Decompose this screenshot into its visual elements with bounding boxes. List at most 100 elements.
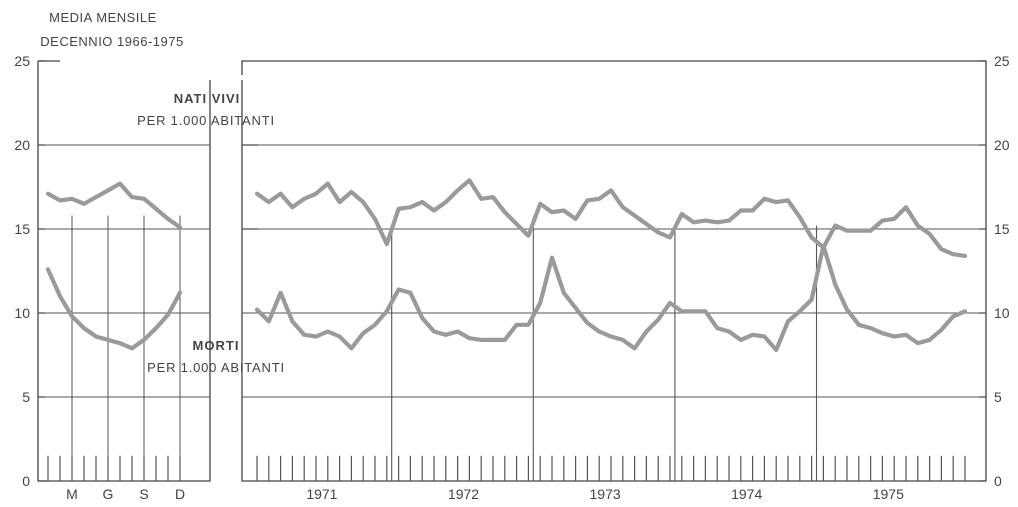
deaths-monthly-point (775, 349, 777, 351)
left-y-tick-label: 0 (22, 473, 30, 489)
monthly-series-panel: 0 5 10 15 20 25 1971 1972 1973 1974 1975 (241, 53, 1010, 502)
deaths-monthly-point (598, 330, 600, 332)
deaths-monthly-point (763, 336, 765, 338)
births-average-point (71, 198, 73, 200)
deaths-monthly-point (457, 330, 459, 332)
births-annotation-title: NATI VIVI (174, 91, 241, 106)
deaths-monthly-point (799, 310, 801, 312)
left-y-tick-label: 20 (14, 137, 30, 153)
deaths-monthly-point (881, 332, 883, 334)
births-monthly-point (374, 218, 376, 220)
deaths-monthly-point (657, 319, 659, 321)
deaths-monthly-point (752, 334, 754, 336)
births-monthly-point (586, 199, 588, 201)
births-average-point (167, 218, 169, 220)
births-monthly-point (763, 198, 765, 200)
deaths-monthly-point (622, 339, 624, 341)
deaths-monthly-point (693, 310, 695, 312)
births-monthly-point (881, 220, 883, 222)
deaths-monthly-point (256, 309, 258, 311)
births-monthly-point (516, 223, 518, 225)
deaths-average-point (71, 315, 73, 317)
deaths-monthly-point (740, 339, 742, 341)
deaths-monthly-point (787, 320, 789, 322)
monthly-average-panel: 0 5 10 15 20 25 M G S D (14, 53, 211, 502)
right-x-minor-ticks (256, 455, 966, 481)
births-monthly-point (952, 253, 954, 255)
deaths-monthly-point (952, 315, 954, 317)
deaths-monthly-point (870, 327, 872, 329)
births-monthly-point (905, 206, 907, 208)
deaths-annotation-subtitle: PER 1.000 ABITANTI (147, 360, 285, 375)
births-monthly-point (280, 193, 282, 195)
births-monthly-point (834, 225, 836, 227)
births-monthly-point (657, 231, 659, 233)
births-monthly-point (362, 201, 364, 203)
left-y-tick-label: 10 (14, 305, 30, 321)
panel-header-line-1: MEDIA MENSILE (49, 10, 157, 25)
births-monthly-point (268, 201, 270, 203)
year-label: 1972 (448, 486, 479, 502)
deaths-monthly-point (563, 292, 565, 294)
deaths-monthly-point (586, 322, 588, 324)
births-average-point (83, 203, 85, 205)
deaths-monthly-point (421, 317, 423, 319)
right-y-tick-label: 15 (994, 221, 1010, 237)
births-monthly-point (563, 210, 565, 212)
left-panel-gridlines (38, 144, 210, 456)
births-monthly-point (350, 191, 352, 193)
births-monthly-point (681, 213, 683, 215)
births-monthly-point (704, 220, 706, 222)
births-average-point (143, 198, 145, 200)
births-monthly-point (303, 198, 305, 200)
births-average-point (131, 196, 133, 198)
births-monthly-point (787, 199, 789, 201)
births-monthly-point (752, 210, 754, 212)
deaths-monthly-point (350, 347, 352, 349)
deaths-monthly-point (327, 330, 329, 332)
year-label: 1971 (306, 486, 337, 502)
left-x-tick-label: D (175, 486, 185, 502)
births-average-point (59, 199, 61, 201)
left-y-tick-label: 5 (22, 389, 30, 405)
births-monthly-point (858, 230, 860, 232)
left-y-tick-label: 25 (14, 53, 30, 69)
births-monthly-point (740, 210, 742, 212)
right-y-tick-label: 5 (994, 389, 1002, 405)
births-monthly-point (421, 201, 423, 203)
deaths-average-point (119, 342, 121, 344)
right-x-axis-labels: 1971 1972 1973 1974 1975 (306, 486, 904, 502)
births-monthly-point (468, 179, 470, 181)
births-annotation-subtitle: PER 1.000 ABITANTI (137, 113, 275, 128)
births-average-point (47, 193, 49, 195)
births-monthly-point (527, 235, 529, 237)
deaths-monthly-point (940, 329, 942, 331)
births-monthly-point (433, 210, 435, 212)
births-monthly-point (716, 221, 718, 223)
births-monthly-point (551, 211, 553, 213)
deaths-monthly-point (610, 336, 612, 338)
deaths-monthly-point (280, 292, 282, 294)
births-monthly-point (398, 208, 400, 210)
births-monthly-point (386, 243, 388, 245)
births-monthly-point (445, 201, 447, 203)
births-monthly-point (693, 221, 695, 223)
deaths-average-point (107, 339, 109, 341)
births-monthly-point (539, 203, 541, 205)
left-x-tick-label: S (139, 486, 148, 502)
deaths-average-point (143, 339, 145, 341)
deaths-monthly-point (634, 347, 636, 349)
deaths-monthly-point (728, 330, 730, 332)
deaths-monthly-point (339, 336, 341, 338)
deaths-average-point (167, 314, 169, 316)
deaths-average-point (59, 295, 61, 297)
deaths-monthly-point (704, 310, 706, 312)
deaths-monthly-point (905, 334, 907, 336)
deaths-monthly-point (917, 342, 919, 344)
births-monthly-point (610, 189, 612, 191)
births-average-point (119, 183, 121, 185)
deaths-monthly-point (386, 310, 388, 312)
births-monthly-point (492, 196, 494, 198)
deaths-monthly-point (315, 336, 317, 338)
